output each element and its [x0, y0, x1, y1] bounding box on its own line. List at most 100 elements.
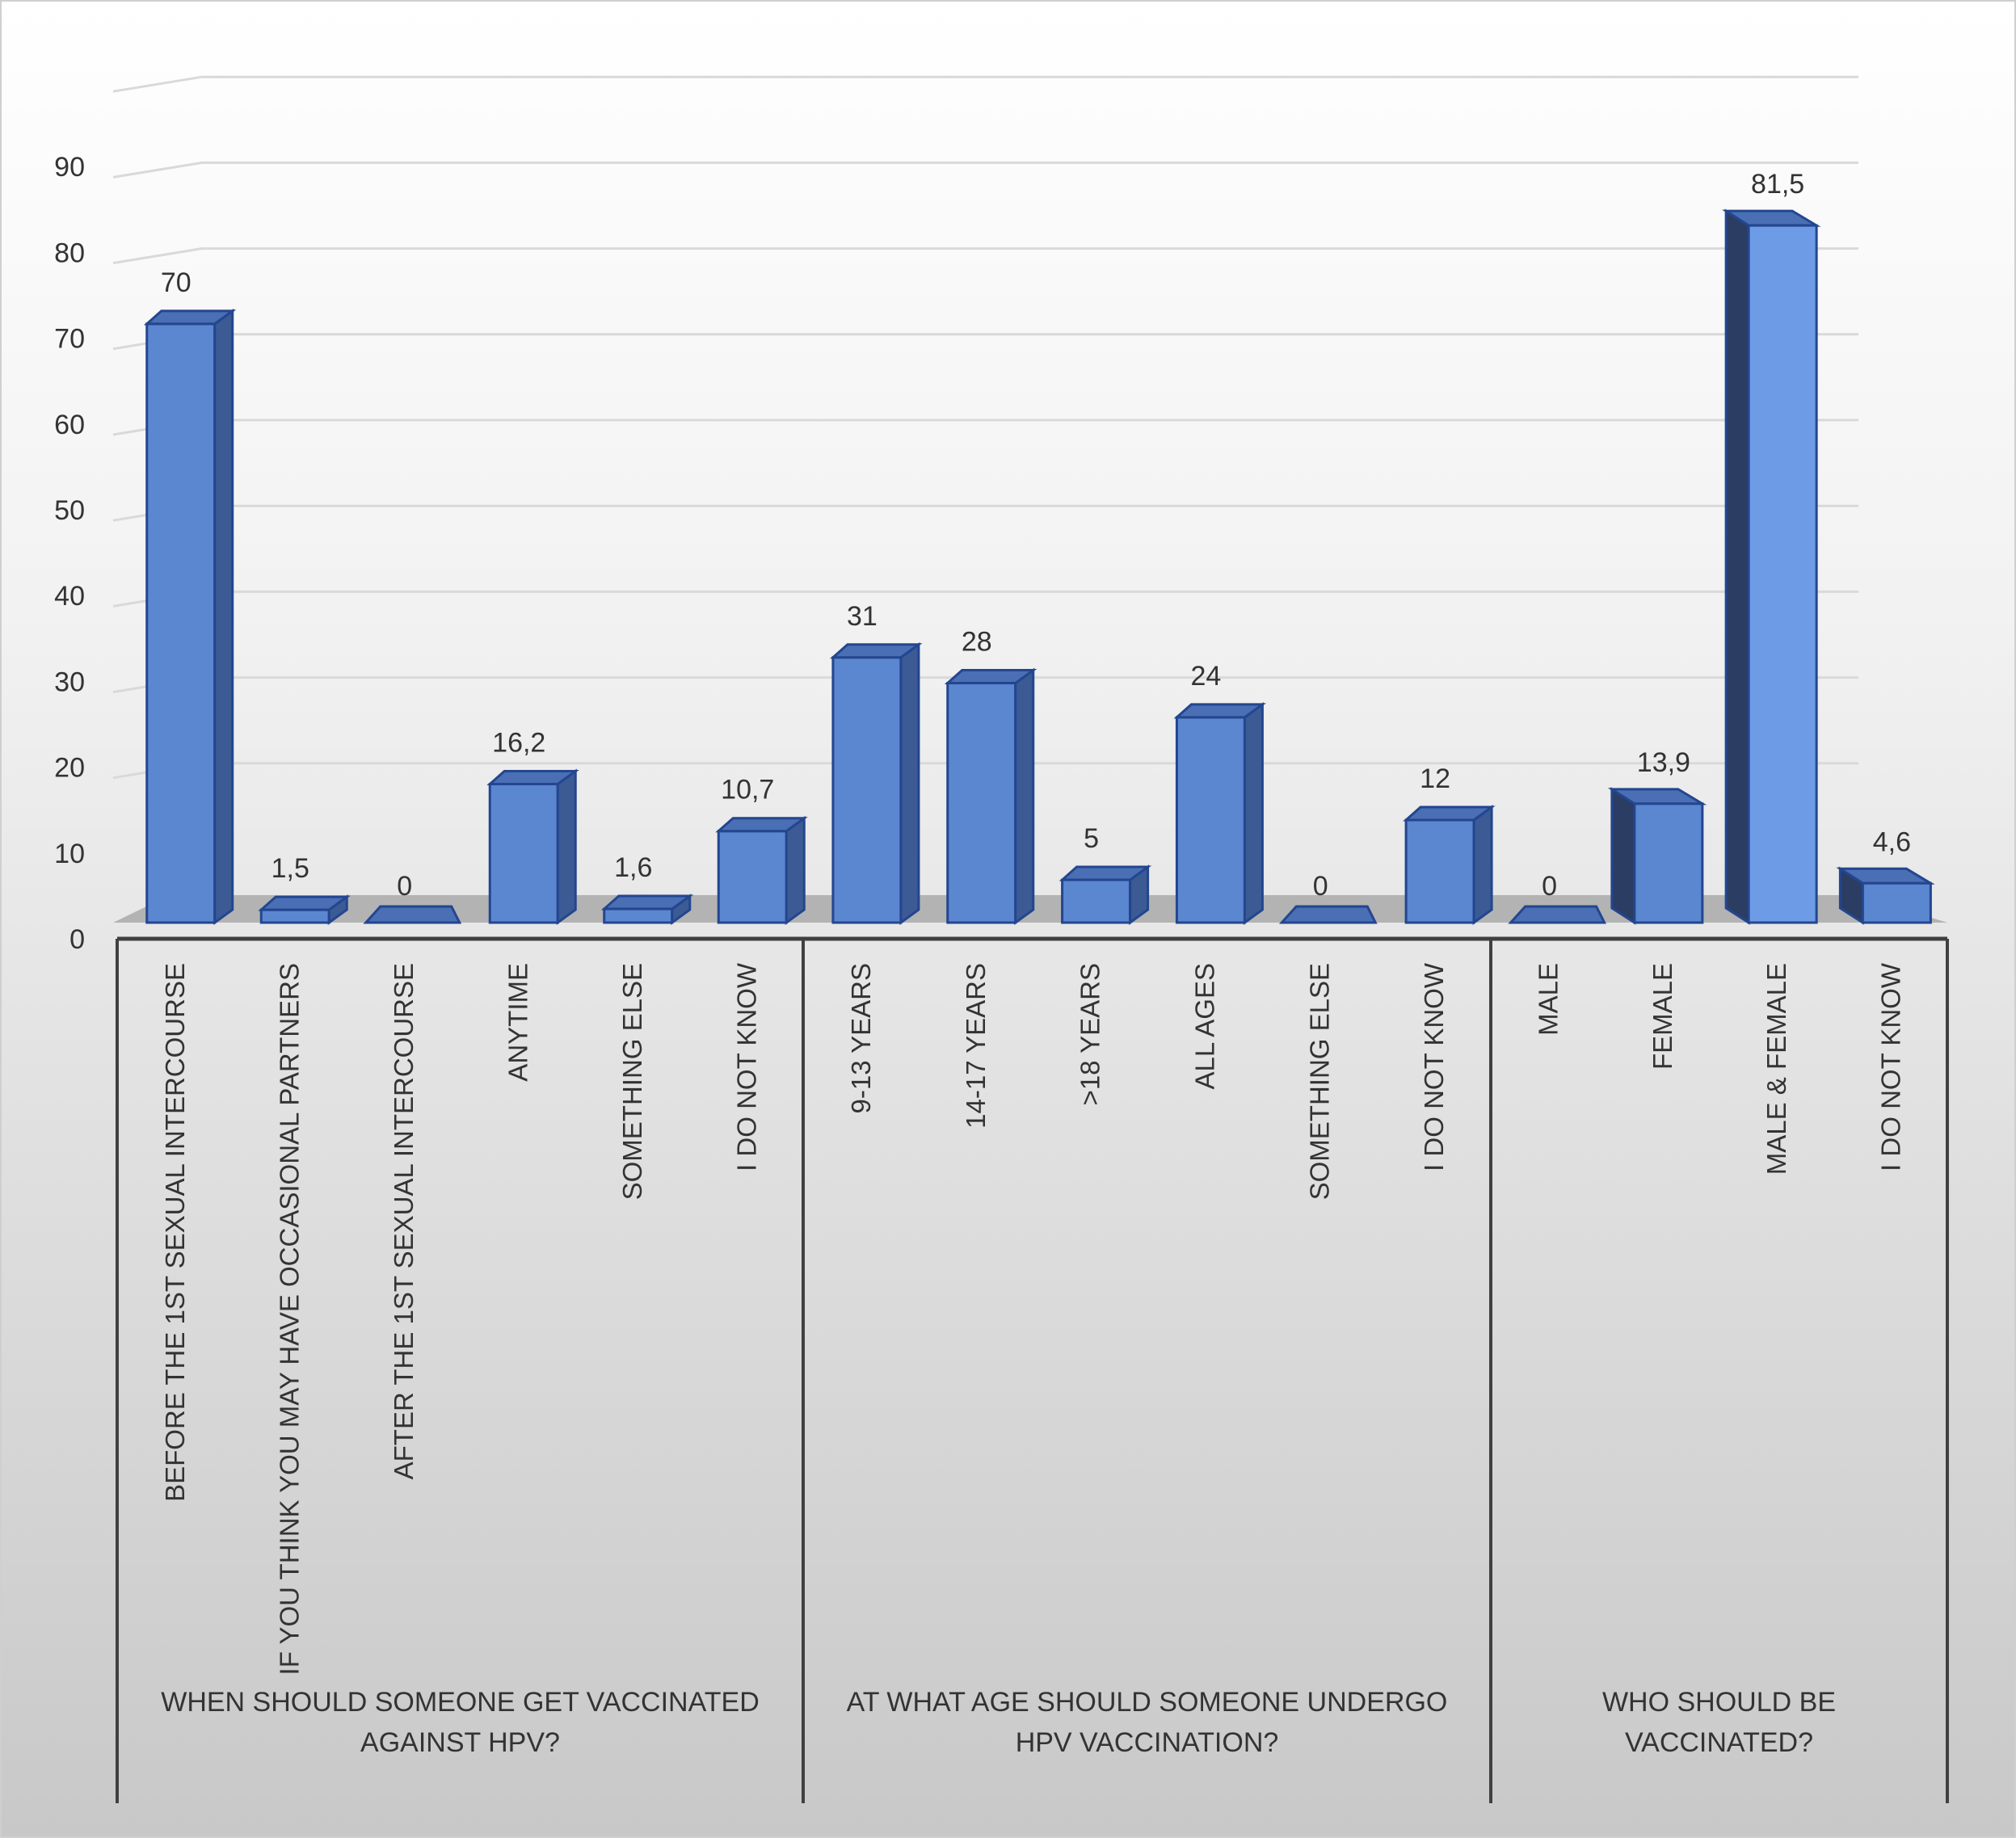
bar-top-face [944, 669, 1037, 685]
bar-at-what-age-should-someo-14-17-years [944, 667, 1037, 925]
bar-side-face [213, 308, 234, 925]
bar-front-face [1633, 802, 1704, 924]
y-tick-label-30: 30 [54, 667, 85, 697]
bar-top-face [1173, 703, 1267, 719]
bar-front-face [1861, 881, 1932, 924]
bar-front-face [488, 782, 559, 924]
category-label-when-should-someone-get--before-the-1st-sexual-intercourse: BEFORE THE 1ST SEXUAL INTERCOURSE [160, 963, 190, 1502]
bar-when-should-someone-get--anytime [486, 768, 579, 925]
data-label-who-should-be-vaccinated-female: 13,9 [1637, 747, 1690, 778]
bar-front-face [1404, 818, 1475, 924]
category-label-who-should-be-vaccinated-i-do-not-know: I DO NOT KNOW [1875, 962, 1905, 1171]
group-label-when-should-someone-get-vaccinated-against-hpv: WHEN SHOULD SOMEONE GET VACCINATED AGAINS… [161, 1687, 760, 1758]
data-label-at-what-age-should-someo-9-13-years: 31 [847, 601, 878, 632]
bar-top-face [1508, 905, 1607, 924]
bar-top-face [486, 769, 579, 785]
y-tick-label-50: 50 [54, 495, 85, 526]
bar-at-what-age-should-someo-all-ages [1173, 701, 1267, 925]
bar-when-should-someone-get--something-else [600, 894, 694, 925]
y-tick-label-80: 80 [54, 238, 85, 268]
category-label-when-should-someone-get--i-do-not-know: I DO NOT KNOW [731, 962, 761, 1171]
bar-when-should-someone-get--before-the-1st-sexual-intercourse [143, 308, 237, 925]
data-label-at-what-age-should-someo-14-17-years: 28 [962, 627, 992, 658]
y-axis-tick-labels: 0 10 20 30 40 50 60 70 80 90 [54, 152, 85, 955]
bar-top-face [258, 895, 351, 911]
bar-front-face [1175, 716, 1246, 924]
category-label-when-should-someone-get--something-else: SOMETHING ELSE [617, 963, 647, 1200]
bar-who-should-be-vaccinated-female [1607, 787, 1707, 925]
y-tick-label-0: 0 [69, 924, 85, 955]
bar-side-face [785, 815, 806, 925]
category-label-who-should-be-vaccinated-male-female: MALE & FEMALE [1761, 963, 1791, 1175]
bar-top-face [1059, 865, 1152, 881]
data-label-at-what-age-should-someo-18-years: 5 [1084, 823, 1099, 854]
category-label-at-what-age-should-someo-i-do-not-know: I DO NOT KNOW [1419, 962, 1449, 1171]
bar-front-face [1747, 224, 1818, 924]
category-label-who-should-be-vaccinated-male: MALE [1534, 963, 1564, 1036]
data-label-who-should-be-vaccinated-i-do-not-know: 4,6 [1873, 826, 1911, 857]
data-label-who-should-be-vaccinated-male: 0 [1542, 871, 1557, 902]
bar-front-face [946, 682, 1017, 924]
category-label-at-what-age-should-someo-all-ages: ALL AGES [1189, 963, 1219, 1090]
bar-when-should-someone-get--i-do-not-know [715, 815, 808, 925]
bar-front-face [145, 322, 217, 924]
bar-when-should-someone-get--after-the-1st-sexual-intercourse [363, 905, 462, 924]
category-label-who-should-be-vaccinated-female: FEMALE [1648, 963, 1677, 1070]
bar-side-face [899, 641, 920, 925]
bar-front-face [603, 907, 674, 924]
bar-who-should-be-vaccinated-male-female [1722, 208, 1821, 925]
data-label-who-should-be-vaccinated-male-female: 81,5 [1751, 169, 1804, 200]
y-tick-label-40: 40 [54, 581, 85, 612]
bar-side-face [556, 768, 577, 925]
bar-top-face [829, 643, 923, 659]
gridline-70 [112, 247, 1858, 265]
bar-front-face [717, 830, 788, 924]
group-label-at-what-age-should-someone-undergo-hpv-vaccination: AT WHAT AGE SHOULD SOMEONE UNDERGO HPV VA… [847, 1687, 1448, 1758]
y-tick-label-10: 10 [54, 839, 85, 869]
gridline-90 [112, 75, 1858, 93]
bar-top-face [715, 817, 808, 833]
data-label-when-should-someone-get--if-you-think-you-may-have-occasional-partners: 1,5 [271, 853, 309, 884]
bar-at-what-age-should-someo-something-else [1278, 905, 1378, 924]
group-label-who-should-be-vaccinated: WHO SHOULD BE VACCINATED? [1602, 1687, 1836, 1758]
data-label-when-should-someone-get--something-else: 1,6 [614, 852, 652, 883]
category-label-at-what-age-should-someo-9-13-years: 9-13 YEARS [846, 963, 876, 1114]
bar-at-what-age-should-someo-9-13-years [829, 641, 923, 925]
category-label-when-should-someone-get--after-the-1st-sexual-intercourse: AFTER THE 1ST SEXUAL INTERCOURSE [389, 963, 419, 1479]
data-label-at-what-age-should-someo-all-ages: 24 [1191, 661, 1222, 692]
category-label-at-what-age-should-someo-something-else: SOMETHING ELSE [1304, 963, 1334, 1200]
bar-front-face [259, 908, 330, 924]
bar-top-face [363, 905, 462, 924]
bar-who-should-be-vaccinated-i-do-not-know [1836, 866, 1935, 925]
data-label-when-should-someone-get--before-the-1st-sexual-intercourse: 70 [161, 267, 191, 298]
group-labels: WHEN SHOULD SOMEONE GET VACCINATED AGAINS… [161, 1687, 1836, 1758]
bars [143, 208, 1935, 925]
category-label-when-should-someone-get--if-you-think-you-may-have-occasional-partners: IF YOU THINK YOU MAY HAVE OCCASIONAL PAR… [274, 963, 304, 1675]
bar-front-face [831, 656, 903, 924]
bar-side-face [1243, 701, 1264, 925]
bar-who-should-be-vaccinated-male [1508, 905, 1607, 924]
bar-at-what-age-should-someo-i-do-not-know [1403, 804, 1496, 925]
category-label-when-should-someone-get--anytime: ANYTIME [503, 963, 532, 1082]
bar-when-should-someone-get--if-you-think-you-may-have-occasional-partners [258, 894, 351, 925]
gridline-80 [112, 161, 1858, 179]
y-tick-label-90: 90 [54, 152, 85, 183]
x-axis [116, 936, 1949, 1803]
bar-top-face [1403, 805, 1496, 822]
data-label-when-should-someone-get--i-do-not-know: 10,7 [721, 775, 774, 805]
bar-top-face [600, 894, 694, 910]
bar-top-face [1278, 905, 1378, 924]
bar-side-face [1610, 787, 1636, 925]
data-label-at-what-age-should-someo-something-else: 0 [1313, 871, 1328, 902]
y-tick-label-60: 60 [54, 410, 85, 440]
bar-side-face [1014, 667, 1035, 925]
bar-top-face [143, 309, 237, 326]
category-label-at-what-age-should-someo-14-17-years: 14-17 YEARS [961, 963, 991, 1129]
data-label-when-should-someone-get--anytime: 16,2 [492, 727, 545, 758]
data-labels: 70 1,5 0 16,2 1,6 10,7 31 28 5 24 0 12 0 13,9 81,5 4,6 [161, 169, 1911, 902]
bar-front-face [1061, 878, 1132, 924]
bar-side-face [1472, 804, 1493, 925]
bar-at-what-age-should-someo-18-years [1059, 864, 1152, 925]
